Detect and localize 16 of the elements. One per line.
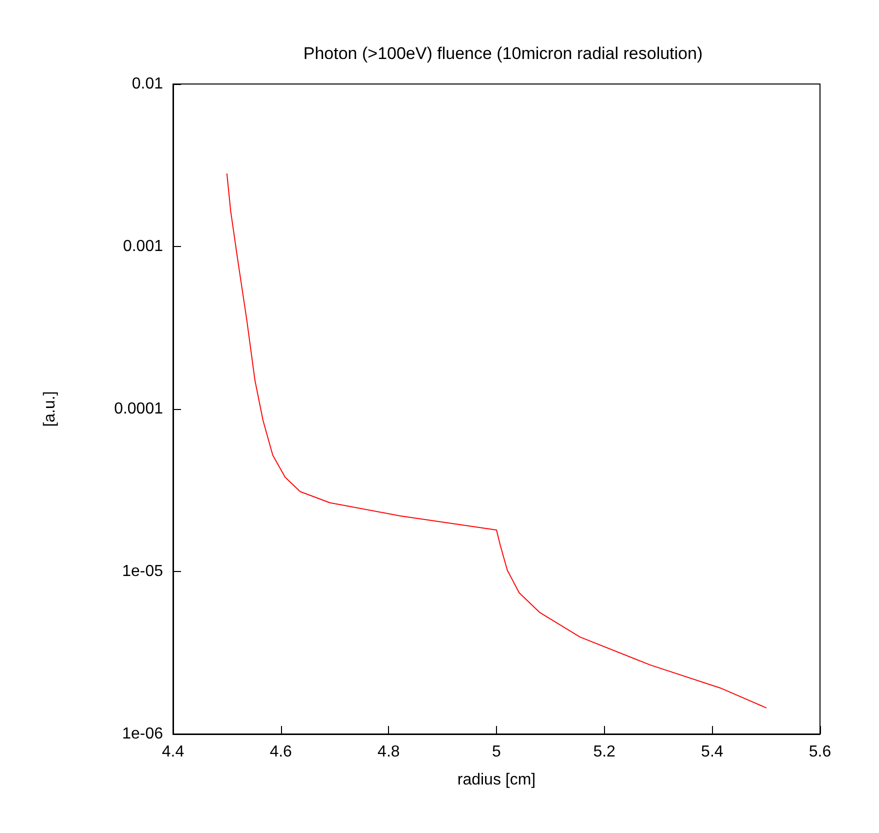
y-tick-label: 1e-06	[122, 726, 164, 742]
x-tick-label: 4.6	[270, 744, 292, 760]
x-tick-label: 5.4	[701, 744, 724, 760]
y-axis-title: [a.u.]	[42, 391, 58, 427]
x-tick-label: 5.6	[808, 744, 832, 760]
y-tick-label: 0.01	[132, 76, 164, 92]
x-tick-label: 5.2	[593, 744, 616, 760]
x-tick-label: 5	[492, 744, 502, 760]
x-tick-label: 4.4	[162, 744, 184, 760]
chart-title: Photon (>100eV) fluence (10micron radial resolution)	[303, 44, 703, 63]
x-axis-title: radius [cm]	[457, 772, 536, 788]
y-tick-label: 0.001	[122, 238, 164, 255]
y-tick-label: 0.0001	[114, 400, 164, 418]
x-tick-label: 4.8	[378, 744, 400, 760]
line-series	[226, 173, 767, 708]
y-tick-label: 1e-05	[122, 563, 164, 580]
